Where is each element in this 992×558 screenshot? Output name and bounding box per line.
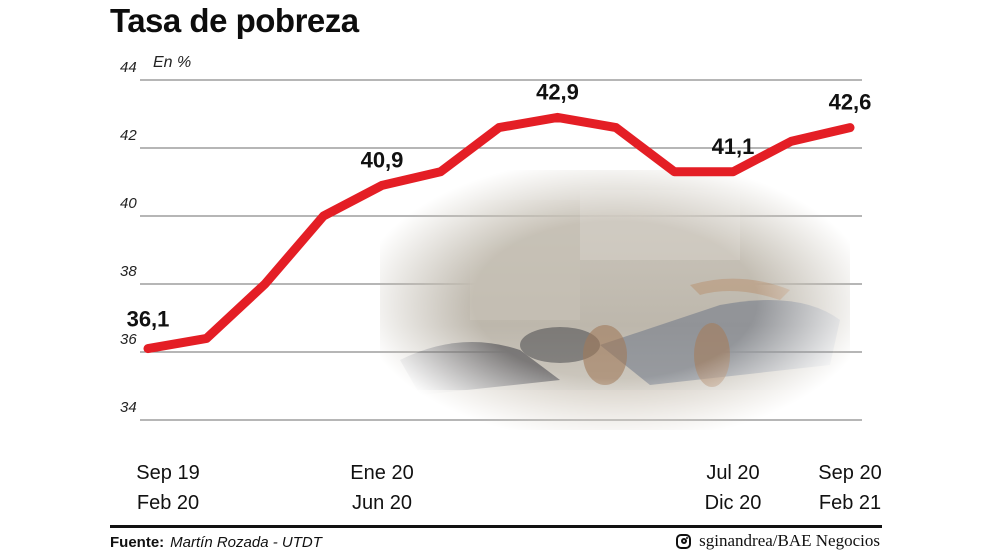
y-axis: 34 36 38 40 42 44 [120,59,137,416]
x-tick-line2: Feb 20 [136,492,200,514]
footer-divider [110,525,882,528]
source-value: Martín Rozada - UTDT [170,534,322,551]
data-label: 40,9 [361,147,404,172]
y-tick-label: 34 [120,399,137,416]
page-title: Tasa de pobreza [110,2,359,39]
x-tick-label: Sep 19 Feb 20 [108,458,228,518]
data-labels: 36,1 40,9 42,9 41,1 42,6 [127,79,872,331]
x-tick-line2: Jun 20 [351,492,413,514]
background-photo [380,170,850,430]
y-tick-label: 44 [120,59,137,76]
x-tick-line1: Sep 19 [136,462,200,484]
credit-text: sginandrea/BAE Negocios [699,531,880,550]
y-tick-label: 40 [120,195,137,212]
y-tick-label: 42 [120,127,137,144]
source-label: Fuente: [110,534,165,551]
source-note: Fuente: Martín Rozada - UTDT [110,534,322,551]
instagram-icon [676,533,692,549]
y-tick-label: 36 [120,331,137,348]
data-label: 36,1 [127,307,170,332]
credit: sginandrea/BAE Negocios [676,531,880,551]
x-tick-line1: Ene 20 [350,462,414,484]
x-tick-line1: Sep 20 [818,462,882,484]
x-tick-label: Ene 20 Jun 20 [322,458,442,518]
data-label: 41,1 [712,134,755,159]
series-polyline [143,112,855,354]
data-label: 42,6 [829,90,872,115]
x-tick-line2: Dic 20 [704,492,762,514]
x-tick-line1: Jul 20 [706,462,760,484]
x-tick-label: Sep 20 Feb 21 [790,458,910,518]
x-tick-label: Jul 20 Dic 20 [673,458,793,518]
data-label: 42,9 [536,79,579,104]
y-tick-label: 38 [120,263,137,280]
x-tick-line2: Feb 21 [818,492,882,514]
unit-label: En % [153,54,192,71]
series-line [143,112,855,354]
